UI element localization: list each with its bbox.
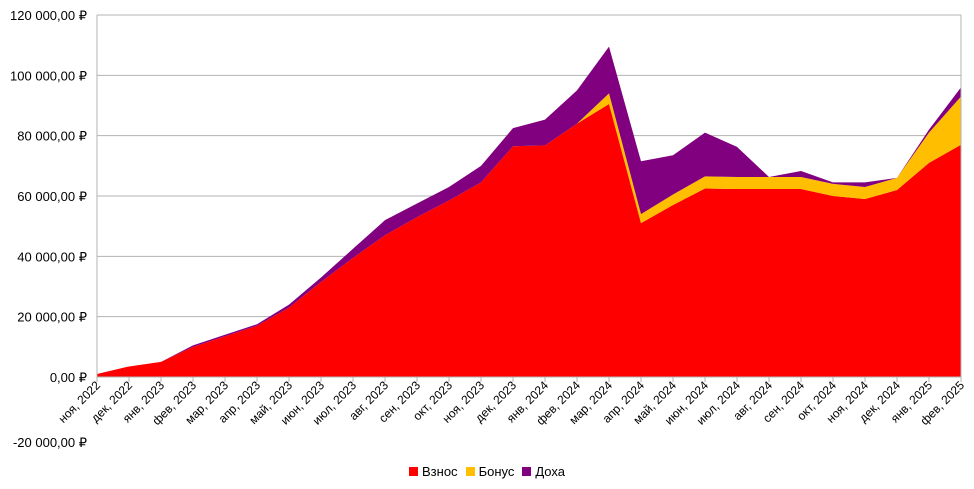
legend-label: Доха <box>535 464 565 479</box>
legend-swatch <box>522 467 532 476</box>
y-tick-label: 100 000,00 ₽ <box>10 68 87 83</box>
y-tick-label: -20 000,00 ₽ <box>13 435 87 450</box>
legend-swatch <box>465 467 475 476</box>
axes <box>96 15 962 382</box>
y-tick-label: 20 000,00 ₽ <box>17 310 87 325</box>
y-tick-label: 0,00 ₽ <box>50 370 87 385</box>
y-tick-labels: 120 000,00 ₽ 100 000,00 ₽ 80 000,00 ₽ 60 00… <box>10 8 87 450</box>
legend: Взнос Бонус Доха <box>0 464 974 479</box>
legend-label: Бонус <box>478 464 515 479</box>
y-tick-label: 40 000,00 ₽ <box>17 249 87 264</box>
y-tick-label: 120 000,00 ₽ <box>10 8 87 23</box>
y-tick-label: 80 000,00 ₽ <box>17 129 87 144</box>
legend-item: Бонус <box>465 464 515 479</box>
legend-item: Доха <box>522 464 565 479</box>
series-areas <box>97 46 961 378</box>
legend-item: Взнос <box>409 464 458 479</box>
legend-label: Взнос <box>422 464 458 479</box>
area-series-vznos <box>97 103 961 378</box>
legend-swatch <box>409 467 419 476</box>
y-tick-label: 60 000,00 ₽ <box>17 189 87 204</box>
